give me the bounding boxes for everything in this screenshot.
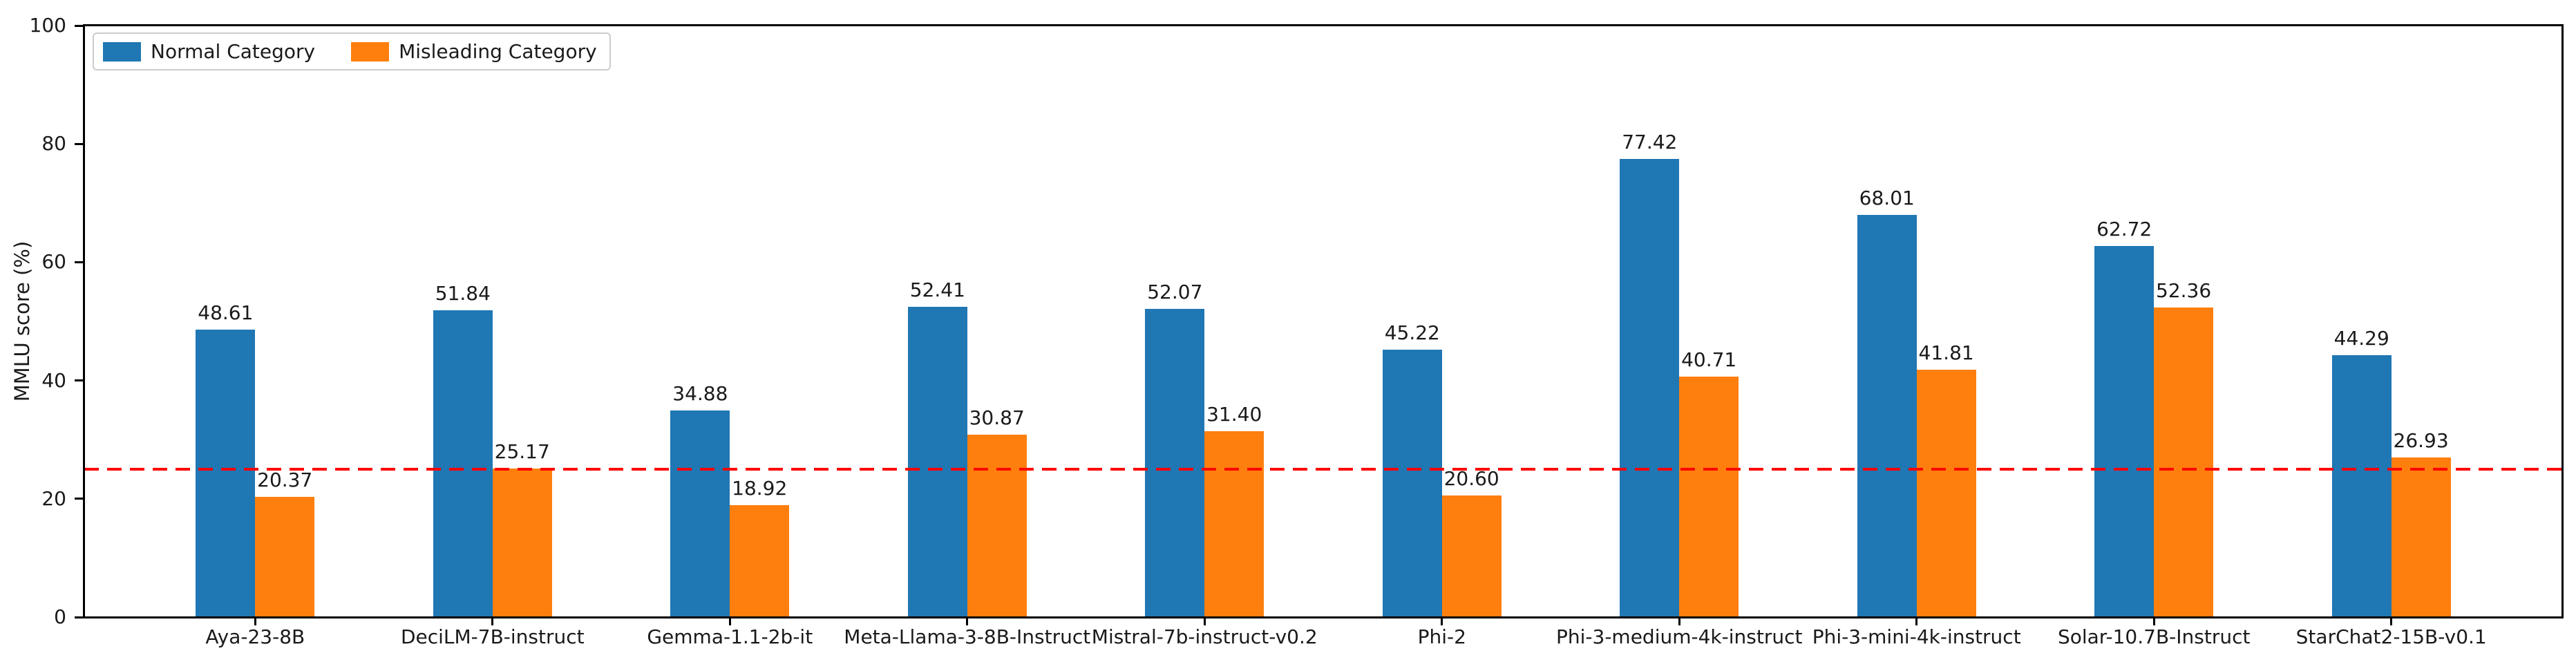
bar-normal-category-starchat2-15b-v0-1 bbox=[2331, 355, 2392, 617]
bar-normal-category-phi-2 bbox=[1382, 349, 1442, 617]
x-tick-label: Meta-Llama-3-8B-Instruct bbox=[844, 625, 1091, 648]
bar-misleading-category-meta-llama-3-8b-instruct bbox=[967, 434, 1027, 617]
legend-item-misleading-category: Misleading Category bbox=[351, 40, 597, 63]
bar-value-label: 68.01 bbox=[1859, 186, 1915, 209]
legend: Normal Category Misleading Category bbox=[93, 32, 611, 70]
bar-value-label: 41.81 bbox=[1918, 341, 1974, 365]
x-tick bbox=[1915, 617, 1918, 625]
bar-value-label: 20.37 bbox=[257, 468, 313, 491]
x-tick bbox=[2390, 617, 2393, 625]
bar-normal-category-meta-llama-3-8b-instruct bbox=[907, 307, 967, 617]
bar-normal-category-aya-23-8b bbox=[196, 329, 256, 617]
x-tick bbox=[2152, 617, 2155, 625]
bar-misleading-category-aya-23-8b bbox=[255, 496, 315, 617]
legend-swatch-misleading-category-icon bbox=[351, 41, 390, 62]
bar-value-label: 30.87 bbox=[969, 406, 1025, 429]
x-tick-label: Phi-3-medium-4k-instruct bbox=[1555, 625, 1803, 648]
x-tick-label: Mistral-7b-instruct-v0.2 bbox=[1091, 625, 1318, 648]
x-tick bbox=[1441, 617, 1443, 625]
x-tick-label: StarChat2-15B-v0.1 bbox=[2295, 625, 2487, 648]
legend-swatch-normal-category-icon bbox=[103, 41, 141, 62]
bar-misleading-category-phi-2 bbox=[1441, 495, 1502, 617]
bar-misleading-category-solar-10-7b-instruct bbox=[2154, 307, 2214, 617]
bar-value-label: 51.84 bbox=[435, 282, 491, 305]
x-tick-label: Aya-23-8B bbox=[205, 625, 305, 648]
bar-value-label: 26.93 bbox=[2393, 429, 2449, 453]
random-baseline-line bbox=[84, 468, 2562, 471]
bar-normal-category-solar-10-7b-instruct bbox=[2094, 246, 2154, 617]
bar-normal-category-decilm-7b-instruct bbox=[433, 310, 493, 617]
bar-misleading-category-decilm-7b-instruct bbox=[492, 468, 552, 617]
bar-normal-category-mistral-7b-instruct-v0-2 bbox=[1145, 309, 1205, 617]
y-tick bbox=[75, 261, 83, 263]
y-tick bbox=[75, 142, 83, 145]
y-tick bbox=[75, 616, 83, 618]
legend-item-normal-category: Normal Category bbox=[103, 40, 315, 63]
bar-value-label: 44.29 bbox=[2333, 326, 2389, 350]
y-tick-label: 80 bbox=[41, 132, 66, 155]
y-tick-label: 60 bbox=[41, 250, 66, 274]
bar-value-label: 18.92 bbox=[732, 477, 788, 500]
bar-value-label: 31.40 bbox=[1206, 403, 1262, 426]
bar-misleading-category-starchat2-15b-v0-1 bbox=[2391, 457, 2451, 617]
bar-normal-category-phi-3-medium-4k-instruct bbox=[1620, 159, 1680, 617]
bar-value-label: 45.22 bbox=[1384, 321, 1440, 344]
bar-value-label: 52.41 bbox=[909, 278, 965, 302]
x-tick bbox=[728, 617, 731, 625]
y-tick-label: 20 bbox=[41, 486, 66, 510]
x-tick-label: Solar-10.7B-Instruct bbox=[2057, 625, 2251, 648]
bar-normal-category-phi-3-mini-4k-instruct bbox=[1857, 214, 1917, 617]
bar-value-label: 52.36 bbox=[2156, 278, 2212, 302]
bar-value-label: 52.07 bbox=[1147, 281, 1203, 304]
x-tick-label: Gemma-1.1-2b-it bbox=[647, 625, 813, 648]
bar-value-label: 20.60 bbox=[1443, 466, 1499, 490]
bar-normal-category-gemma-1-1-2b-it bbox=[670, 410, 730, 617]
x-tick bbox=[491, 617, 494, 625]
y-tick-label: 0 bbox=[54, 605, 66, 628]
bar-value-label: 77.42 bbox=[1622, 131, 1678, 154]
bar-value-label: 25.17 bbox=[494, 440, 550, 463]
y-tick bbox=[75, 24, 83, 27]
bar-misleading-category-phi-3-medium-4k-instruct bbox=[1679, 376, 1739, 617]
y-tick-label: 100 bbox=[29, 14, 66, 37]
bar-misleading-category-phi-3-mini-4k-instruct bbox=[1916, 370, 1976, 617]
bar-value-label: 62.72 bbox=[2096, 218, 2152, 241]
legend-label-misleading-category: Misleading Category bbox=[399, 40, 597, 63]
y-tick bbox=[75, 498, 83, 500]
x-tick-label: Phi-2 bbox=[1417, 625, 1466, 648]
y-tick bbox=[75, 379, 83, 382]
bar-misleading-category-mistral-7b-instruct-v0-2 bbox=[1204, 431, 1265, 617]
x-tick bbox=[966, 617, 969, 625]
x-tick-label: Phi-3-mini-4k-instruct bbox=[1812, 625, 2021, 648]
x-tick bbox=[1203, 617, 1206, 625]
x-tick-label: DeciLM-7B-instruct bbox=[400, 625, 585, 648]
x-tick bbox=[1678, 617, 1680, 625]
bar-value-label: 34.88 bbox=[672, 382, 728, 406]
x-tick bbox=[254, 617, 256, 625]
y-tick-label: 40 bbox=[41, 368, 66, 392]
bar-misleading-category-gemma-1-1-2b-it bbox=[730, 505, 790, 617]
bar-value-label: 40.71 bbox=[1681, 348, 1737, 371]
legend-label-normal-category: Normal Category bbox=[151, 40, 316, 63]
bar-value-label: 48.61 bbox=[198, 301, 254, 324]
